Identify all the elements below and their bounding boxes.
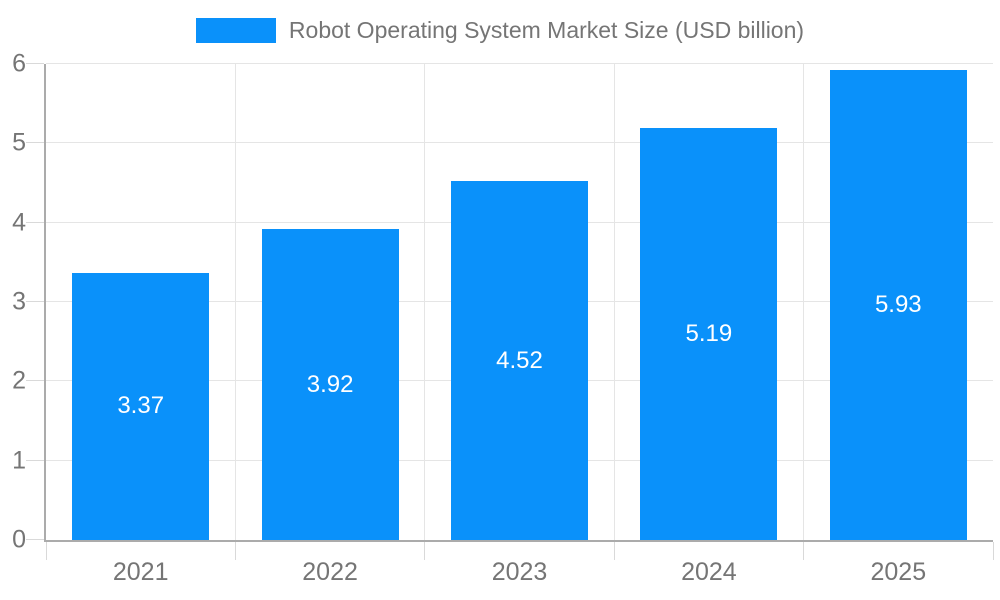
x-tick-label: 2022 bbox=[302, 558, 358, 586]
y-axis-tick bbox=[26, 63, 44, 64]
bar[interactable]: 5.93 bbox=[829, 69, 967, 540]
gridline-vertical bbox=[424, 64, 426, 540]
gridline-vertical bbox=[613, 64, 615, 540]
x-tick-label: 2024 bbox=[681, 558, 737, 586]
bar-value-label: 5.19 bbox=[685, 320, 733, 348]
bar-value-label: 3.92 bbox=[306, 370, 354, 398]
bar[interactable]: 3.37 bbox=[72, 272, 210, 540]
x-axis-labels: 2021 2022 2023 2024 2025 bbox=[46, 558, 993, 588]
gridline-vertical bbox=[803, 64, 805, 540]
y-axis-tick bbox=[26, 142, 44, 144]
bar[interactable]: 4.52 bbox=[451, 181, 588, 540]
legend-swatch-icon bbox=[195, 18, 276, 43]
x-tick-label: 2021 bbox=[112, 558, 169, 586]
y-tick-label: 5 bbox=[12, 128, 26, 157]
y-axis-line bbox=[44, 64, 46, 542]
y-tick-label: 3 bbox=[12, 287, 26, 316]
bar-value-label: 4.52 bbox=[496, 346, 543, 374]
x-axis-tick bbox=[45, 542, 47, 560]
y-tick-label: 1 bbox=[12, 446, 26, 475]
x-axis-tick bbox=[803, 542, 805, 560]
y-axis-tick bbox=[26, 459, 44, 461]
x-tick-label: 2023 bbox=[491, 558, 548, 586]
plot-area: 3.37 3.92 4.52 5.19 5.93 bbox=[26, 63, 994, 560]
x-axis-tick bbox=[424, 542, 426, 560]
y-tick-label: 2 bbox=[12, 366, 26, 395]
bar[interactable]: 3.92 bbox=[261, 229, 399, 540]
bar[interactable]: 5.19 bbox=[640, 128, 778, 540]
gridline-horizontal bbox=[46, 63, 993, 64]
y-tick-label: 6 bbox=[12, 49, 26, 78]
legend[interactable]: Robot Operating System Market Size (USD … bbox=[0, 17, 1000, 44]
y-axis-tick bbox=[26, 380, 44, 382]
y-tick-label: 4 bbox=[12, 208, 26, 237]
y-tick-label: 0 bbox=[12, 525, 26, 554]
x-axis-line bbox=[44, 540, 993, 542]
bar-value-label: 3.37 bbox=[117, 392, 165, 420]
x-axis-tick bbox=[234, 542, 236, 560]
x-tick-label: 2025 bbox=[870, 558, 927, 586]
bar-value-label: 5.93 bbox=[874, 290, 922, 318]
legend-label: Robot Operating System Market Size (USD … bbox=[288, 17, 805, 43]
gridline-horizontal bbox=[46, 142, 993, 144]
gridline-vertical bbox=[234, 64, 236, 540]
y-axis-tick bbox=[26, 221, 44, 223]
x-axis-tick bbox=[992, 542, 994, 560]
y-axis-tick bbox=[26, 301, 44, 302]
x-axis-tick bbox=[613, 542, 615, 560]
y-axis-tick bbox=[26, 539, 44, 540]
y-axis-labels: 0 1 2 3 4 5 6 bbox=[0, 50, 26, 554]
